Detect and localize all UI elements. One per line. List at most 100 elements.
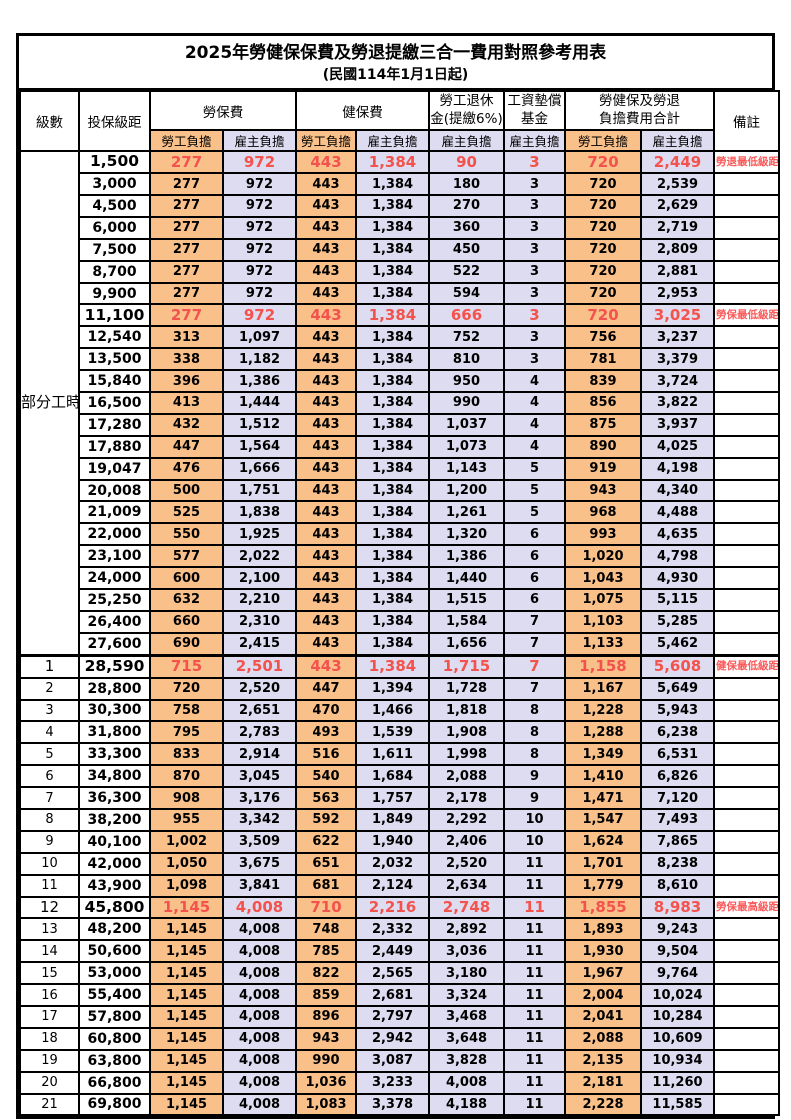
value-cell: 2,501 [222,653,297,679]
bracket-cell: 55,400 [78,983,151,1007]
table-row: 部分工時 1,500 277 972 443 1,384 90 3 720 2,449 勞退最低級距 [19,150,780,657]
bracket-cell: 9,900 [78,281,151,306]
value-cell: 720 [564,215,642,240]
bracket-cell: 13,500 [78,347,151,372]
value-cell: 1,073 [428,434,505,459]
table-row: 11,100 277 972 443 1,384 666 3 720 3,025 勞保最低級距 [20,303,780,328]
value-cell: 540 [295,764,357,789]
value-cell: 3,379 [640,347,715,372]
value-cell: 360 [428,215,505,240]
value-cell: 1,384 [355,631,430,657]
value-cell: 443 [295,588,357,612]
value-cell: 1,684 [355,764,430,789]
value-cell: 1,384 [355,347,430,372]
value-cell: 3,233 [355,1070,430,1095]
value-cell: 1,036 [295,1070,357,1095]
value-cell: 5,462 [640,631,715,657]
value-cell: 2,135 [564,1048,642,1073]
value-cell: 758 [149,698,224,723]
value-cell: 4,635 [640,522,715,547]
value-cell: 870 [149,764,224,789]
value-cell: 720 [564,237,642,262]
value-cell: 2,449 [640,150,715,175]
remark-cell [713,609,780,634]
bracket-cell: 27,600 [78,631,151,657]
value-cell: 896 [295,1004,357,1029]
remark-cell [713,369,780,394]
value-cell: 1,384 [355,303,430,328]
value-cell: 11,260 [640,1070,715,1095]
table-row: 18 60,800 1,145 4,008 943 2,942 3,648 11 2,088 10… [19,1026,780,1051]
value-cell: 1,288 [564,720,642,745]
remark-cell [713,742,780,767]
value-cell: 470 [295,698,357,723]
remark-cell [713,259,780,284]
table-row: 4,500 277 972 443 1,384 270 3 720 2,629 [20,194,780,218]
value-cell: 4,008 [222,1004,297,1029]
value-cell: 4,340 [640,478,715,503]
table-row: 23,100 577 2,022 443 1,384 1,386 6 1,020 4,798 [20,544,780,569]
value-cell: 2,797 [355,1004,430,1029]
value-cell: 2,210 [222,588,297,612]
value-cell: 180 [428,172,505,197]
value-cell: 955 [149,807,224,832]
level-cell: 13 [19,917,80,942]
value-cell: 972 [222,237,297,262]
bracket-cell: 15,840 [78,369,151,394]
value-cell: 443 [295,303,357,328]
value-cell: 2,783 [222,720,297,745]
value-cell: 1,624 [564,829,642,854]
value-cell: 681 [295,873,357,898]
value-cell: 8 [503,720,566,745]
value-cell: 1,384 [355,150,430,175]
value-cell: 2,022 [222,544,297,569]
value-cell: 990 [428,391,505,415]
value-cell: 622 [295,829,357,854]
table-row: 9 40,100 1,002 3,509 622 1,940 2,406 10 1,624 7,8… [19,829,780,854]
remark-cell [713,851,780,876]
table-row: 3,000 277 972 443 1,384 180 3 720 2,539 [20,172,780,197]
value-cell: 9,764 [640,961,715,986]
value-cell: 1,097 [222,325,297,350]
value-cell: 3,180 [428,961,505,986]
value-cell: 666 [428,303,505,328]
bracket-cell: 57,800 [78,1004,151,1029]
value-cell: 443 [295,500,357,525]
value-cell: 11 [503,873,566,898]
value-cell: 856 [564,391,642,415]
header-level: 級數 [19,90,80,153]
value-cell: 1,145 [149,895,224,920]
value-cell: 443 [295,194,357,218]
value-cell: 443 [295,172,357,197]
header-total-line1: 勞健保及勞退 [599,93,680,110]
value-cell: 2,565 [355,961,430,986]
value-cell: 2,216 [355,895,430,920]
bracket-cell: 33,300 [78,742,151,767]
level-cell: 5 [19,742,80,767]
level-cell: 1 [19,653,80,679]
remark-cell [713,237,780,262]
value-cell: 3 [503,347,566,372]
value-cell: 563 [295,786,357,810]
table-row: 4 31,800 795 2,783 493 1,539 1,908 8 1,288 6,238 [19,720,780,745]
value-cell: 3,675 [222,851,297,876]
bracket-cell: 24,000 [78,566,151,591]
value-cell: 993 [564,522,642,547]
remark-cell [713,194,780,218]
value-cell: 277 [149,150,224,175]
header-wage-fund: 工資墊償 基金 [503,90,566,132]
header-remark: 備註 [713,90,780,153]
value-cell: 10,934 [640,1048,715,1073]
value-cell: 972 [222,194,297,218]
value-cell: 10,609 [640,1026,715,1051]
bracket-cell: 19,047 [78,456,151,481]
value-cell: 795 [149,720,224,745]
value-cell: 1,757 [355,786,430,810]
level-cell: 11 [19,873,80,898]
table-header: 級數 投保級距 勞保費 健保費 勞工退休 金(提繳6%) 工資墊償 基金 勞健保… [19,90,780,153]
value-cell: 3,045 [222,764,297,789]
bracket-cell: 21,009 [78,500,151,525]
table-row: 5 33,300 833 2,914 516 1,611 1,998 8 1,349 6,531 [19,742,780,767]
value-cell: 500 [149,478,224,503]
table-row: 11 43,900 1,098 3,841 681 2,124 2,634 11 1,779 8,… [19,873,780,898]
